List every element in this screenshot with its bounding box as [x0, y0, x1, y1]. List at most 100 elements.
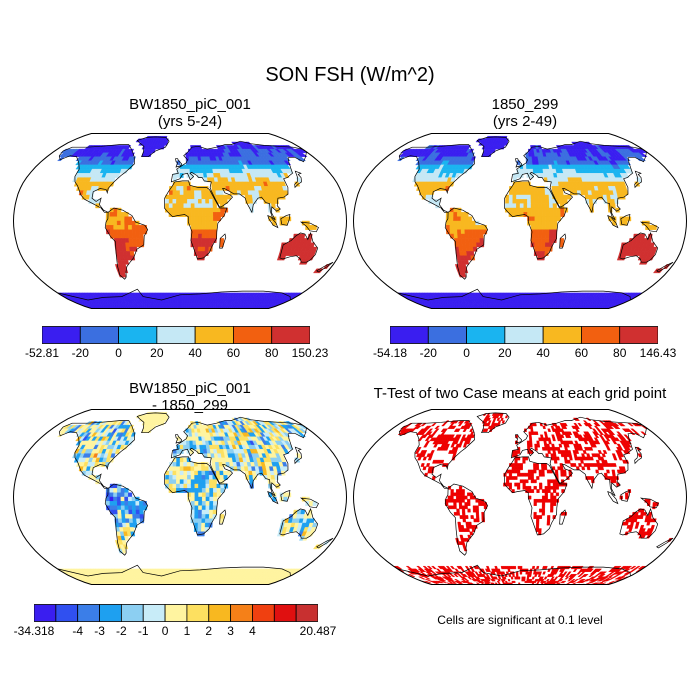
grid-cell: [179, 572, 183, 577]
grid-cell: [635, 177, 642, 183]
grid-cell: [512, 194, 517, 200]
grid-cell: [519, 199, 524, 204]
grid-cell: [522, 164, 527, 170]
coastline-newguinea: [299, 497, 319, 509]
grid-cell: [544, 246, 550, 252]
grid-cell: [516, 194, 521, 200]
grid-cell: [183, 479, 188, 485]
grid-cell: [471, 233, 477, 239]
grid-cell: [469, 428, 474, 432]
grid-cell: [519, 302, 523, 307]
grid-cell: [201, 505, 207, 511]
coastlines: [57, 136, 334, 301]
data-cells: [392, 413, 673, 585]
grid-cell: [104, 462, 110, 467]
grid-cell: [220, 207, 225, 213]
grid-cell: [449, 422, 455, 427]
grid-cell: [165, 475, 170, 480]
grid-cell: [560, 207, 565, 213]
grid-cell: [549, 225, 554, 230]
grid-cell: [201, 212, 207, 217]
colorbar-tick-label: -54.18: [372, 346, 408, 360]
grid-cell: [187, 212, 192, 217]
grid-cell: [177, 572, 181, 577]
grid-cell: [190, 475, 195, 480]
coastlines: [397, 136, 674, 301]
grid-cell: [209, 492, 214, 498]
grid-cell: [505, 415, 508, 419]
grid-cell: [172, 207, 177, 213]
grid-cell: [197, 462, 202, 467]
grid-cell: [283, 466, 289, 472]
grid-cell: [135, 238, 141, 243]
grid-cell: [117, 233, 122, 239]
grid-cell: [209, 207, 214, 213]
grid-cell: [174, 299, 178, 304]
grid-cell: [397, 156, 406, 161]
grid-cell: [555, 190, 560, 196]
grid-cell: [190, 194, 195, 200]
grid-cell: [471, 225, 476, 230]
grid-cell: [475, 233, 481, 239]
grid-cell: [190, 225, 196, 230]
grid-cell: [205, 207, 210, 213]
grid-cell: [172, 190, 177, 196]
grid-cell: [541, 207, 547, 213]
grid-cell: [445, 225, 451, 230]
grid-cell: [183, 483, 188, 489]
grid-cell: [131, 501, 136, 506]
grid-cell: [594, 434, 600, 438]
colorbar-swatch: [42, 326, 81, 344]
grid-cell: [135, 501, 140, 506]
grid-cell: [187, 199, 192, 204]
grid-cell: [124, 220, 129, 226]
grid-cell: [508, 194, 514, 200]
grid-cell: [220, 488, 225, 493]
grid-cell: [124, 225, 129, 230]
grid-cell: [179, 466, 184, 472]
grid-cell: [176, 186, 181, 191]
grid-cell: [197, 251, 202, 256]
grid-cell: [508, 199, 513, 204]
grid-cell: [190, 466, 195, 472]
grid-cell: [135, 505, 140, 511]
grid-cell: [556, 216, 561, 222]
grid-cell: [540, 186, 546, 191]
grid-cell: [132, 514, 137, 519]
grid-cell: [128, 233, 133, 239]
grid-cell: [120, 212, 125, 217]
grid-cell: [204, 194, 210, 200]
grid-cell: [219, 479, 225, 485]
grid-cell: [213, 496, 218, 502]
grid-cell: [198, 509, 203, 515]
grid-cell: [120, 233, 126, 239]
grid-cell: [527, 199, 532, 204]
grid-cell: [298, 152, 308, 157]
coastline-namerica: [58, 144, 135, 213]
grid-cell: [530, 207, 536, 213]
grid-cell: [549, 229, 554, 235]
grid-cell: [479, 233, 484, 239]
grid-cell: [527, 203, 532, 209]
grid-cell: [183, 207, 188, 213]
grid-cell: [593, 437, 599, 442]
grid-cell: [549, 212, 554, 217]
colorbar-tick-label: 0: [161, 624, 169, 638]
grid-cell: [205, 501, 210, 506]
grid-cell: [198, 203, 203, 209]
grid-cell: [216, 483, 221, 489]
map-panel-ttest: [352, 409, 688, 585]
grid-cell: [577, 422, 583, 427]
coastline-africa: [504, 180, 568, 260]
grid-cell: [526, 164, 531, 170]
grid-cell: [424, 437, 430, 442]
grid-cell: [197, 255, 202, 261]
grid-cell: [519, 181, 524, 187]
grid-cell: [467, 220, 473, 226]
grid-cell: [197, 470, 203, 476]
grid-cell: [124, 238, 130, 243]
grid-cell: [551, 186, 556, 191]
grid-cell: [248, 199, 254, 204]
grid-cell: [537, 186, 542, 191]
grid-cell: [534, 212, 539, 217]
